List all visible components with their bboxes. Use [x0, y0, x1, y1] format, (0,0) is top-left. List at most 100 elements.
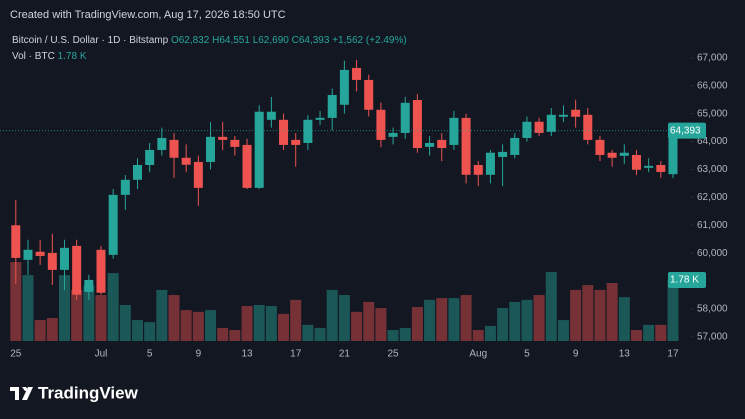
candle-body	[571, 109, 581, 117]
y-tick-label: 61,000	[697, 220, 728, 231]
y-tick-label: 67,000	[697, 53, 728, 64]
y-tick-label: 58,000	[697, 304, 728, 315]
volume-bar	[119, 304, 131, 341]
candle-body	[400, 102, 410, 133]
candle-body	[35, 251, 45, 256]
x-tick-label: Jul	[95, 349, 108, 360]
candle-body	[193, 161, 203, 188]
volume-bar	[472, 330, 484, 341]
volume-bar	[229, 330, 241, 341]
volume-bar	[217, 327, 229, 341]
candle-body	[120, 179, 130, 195]
volume-bar	[46, 318, 58, 341]
volume-bar	[338, 295, 350, 341]
y-tick-label: 65,000	[697, 108, 728, 119]
volume-bar	[570, 289, 582, 341]
volume-bar	[582, 285, 594, 341]
x-tick-label: 13	[619, 349, 631, 360]
volume-bar	[34, 320, 46, 341]
volume-bar	[363, 301, 375, 341]
candle-body	[157, 137, 167, 150]
volume-bar	[667, 279, 679, 341]
candle-body	[473, 165, 483, 175]
volume-value: 1.78 K	[58, 51, 87, 62]
volume-bar	[290, 299, 302, 341]
candle-body	[412, 100, 422, 148]
volume-bar	[436, 298, 448, 341]
candle-body	[583, 114, 593, 140]
volume-bar	[509, 301, 521, 341]
volume-bar	[10, 262, 22, 341]
volume-bar	[521, 299, 533, 341]
y-tick-label: 62,000	[697, 192, 728, 203]
candle-body	[169, 139, 179, 158]
volume-bar	[594, 289, 606, 341]
price-label: 64,393	[670, 125, 701, 136]
logo: TradingView	[10, 383, 139, 402]
volume-bar	[497, 308, 509, 341]
high-label: H64,551	[212, 35, 250, 46]
candle-body	[485, 152, 495, 175]
candle-body	[644, 165, 654, 168]
volume-bar	[351, 311, 363, 341]
x-tick-label: 9	[573, 349, 579, 360]
candle-body	[425, 142, 435, 147]
candle-body	[376, 109, 386, 140]
volume-bar	[533, 295, 545, 341]
volume-bar	[278, 313, 290, 341]
candle-body	[145, 149, 155, 166]
candle-body	[595, 139, 605, 155]
volume-bar	[448, 298, 460, 341]
volume-bar	[265, 306, 277, 341]
x-tick-label: 25	[388, 349, 400, 360]
x-tick-label: 21	[339, 349, 351, 360]
volume-bar	[241, 306, 253, 341]
candle-body	[47, 252, 57, 270]
volume-bar	[156, 289, 168, 341]
volume-bar	[618, 297, 630, 341]
candle-body	[631, 154, 641, 170]
volume-bar	[22, 275, 34, 341]
volume-bar	[411, 307, 423, 341]
candle-body	[206, 136, 216, 162]
change-label: +1,562 (+2.49%)	[332, 35, 407, 46]
candle-body	[266, 111, 276, 120]
volume-bar	[557, 320, 569, 341]
candle-body	[498, 151, 508, 157]
low-label: L62,690	[253, 35, 290, 46]
candle-body	[242, 144, 252, 188]
candle-body	[619, 152, 629, 156]
candle-body	[668, 130, 678, 175]
volume-bar	[314, 327, 326, 341]
y-tick-label: 60,000	[697, 248, 728, 259]
candle-body	[364, 79, 374, 110]
volume-bar	[655, 324, 667, 341]
candle-body	[534, 121, 544, 133]
volume-bar	[253, 304, 265, 341]
candle-body	[181, 157, 191, 165]
volume-legend: Vol · BTC 1.78 K	[12, 51, 87, 62]
candle-body	[72, 245, 82, 295]
candle-body	[558, 114, 568, 117]
x-tick-label: 5	[147, 349, 153, 360]
candle-body	[291, 139, 301, 145]
candle-body	[607, 152, 617, 158]
volume-bar	[192, 311, 204, 341]
x-tick-label: 5	[524, 349, 530, 360]
volume-bar	[399, 327, 411, 341]
candle-body	[279, 119, 289, 145]
y-tick-label: 64,000	[697, 136, 728, 147]
price-label-box	[668, 122, 706, 139]
x-tick-label: 13	[241, 349, 253, 360]
x-tick-label: 17	[667, 349, 679, 360]
logo-icon	[10, 387, 33, 400]
candle-body	[546, 114, 556, 132]
candle-body	[510, 137, 520, 155]
volume-label-box	[668, 271, 706, 288]
candle-body	[96, 249, 106, 293]
x-tick-label: 25	[10, 349, 22, 360]
y-tick-label: 57,000	[697, 331, 728, 342]
candle-body	[388, 132, 398, 137]
candle-body	[461, 117, 471, 175]
